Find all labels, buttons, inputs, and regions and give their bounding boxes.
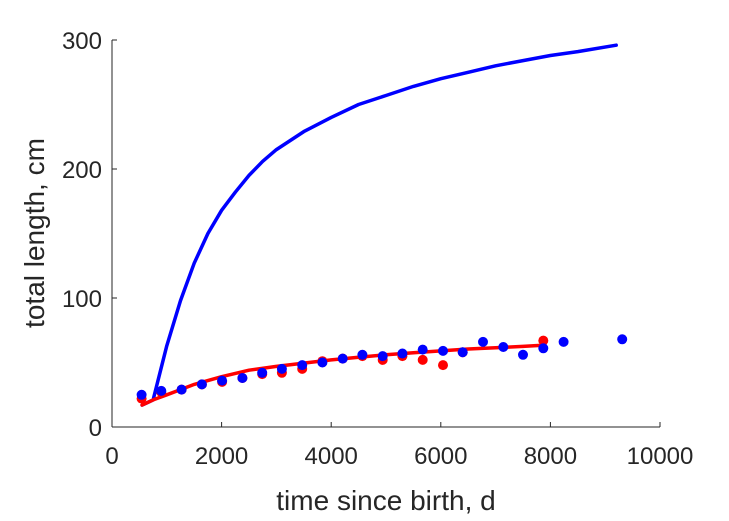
blue-fit-line <box>140 43 618 407</box>
blue-data-point <box>558 336 569 347</box>
blue-data-point <box>136 389 147 400</box>
blue-data-point <box>478 336 488 347</box>
blue-data-point <box>417 344 428 355</box>
x-tick-label: 0 <box>105 443 118 470</box>
x-tick-label: 6000 <box>414 443 467 470</box>
red-data-point <box>417 354 428 365</box>
blue-data-point <box>357 349 368 360</box>
x-tick-label: 2000 <box>195 443 248 470</box>
plot-points <box>136 334 628 404</box>
blue-data-point <box>457 347 468 358</box>
axes <box>111 40 660 428</box>
blue-data-point <box>217 375 228 386</box>
ticks: 0 2000 4000 6000 8000 10000 0 100 200 300 <box>62 28 693 470</box>
blue-data-point <box>257 367 268 378</box>
blue-data-point <box>196 379 207 390</box>
x-tick-label: 4000 <box>305 443 358 470</box>
blue-data-point <box>397 348 408 359</box>
blue-data-point <box>317 357 328 368</box>
blue-data-point <box>538 343 549 354</box>
y-tick-label: 100 <box>62 286 102 313</box>
blue-data-point <box>518 349 528 360</box>
red-data-point <box>538 335 549 346</box>
blue-data-point <box>337 353 348 364</box>
x-axis-label: time since birth, d <box>276 485 495 516</box>
x-tick-label: 10000 <box>627 443 694 470</box>
blue-data-point <box>377 351 388 362</box>
blue-data-point <box>297 360 308 371</box>
blue-data-point <box>438 345 448 356</box>
y-tick-label: 0 <box>89 415 102 442</box>
y-tick-label: 300 <box>62 28 102 55</box>
blue-data-point <box>617 334 628 345</box>
x-tick-label: 8000 <box>524 443 577 470</box>
blue-data-point <box>498 342 509 352</box>
red-data-point <box>438 360 448 371</box>
blue-data-point <box>156 385 167 396</box>
y-tick-label: 200 <box>62 157 102 184</box>
y-axis-label: total length, cm <box>19 138 50 328</box>
blue-data-point <box>276 363 287 374</box>
blue-data-point <box>237 373 248 383</box>
blue-data-point <box>176 384 187 395</box>
